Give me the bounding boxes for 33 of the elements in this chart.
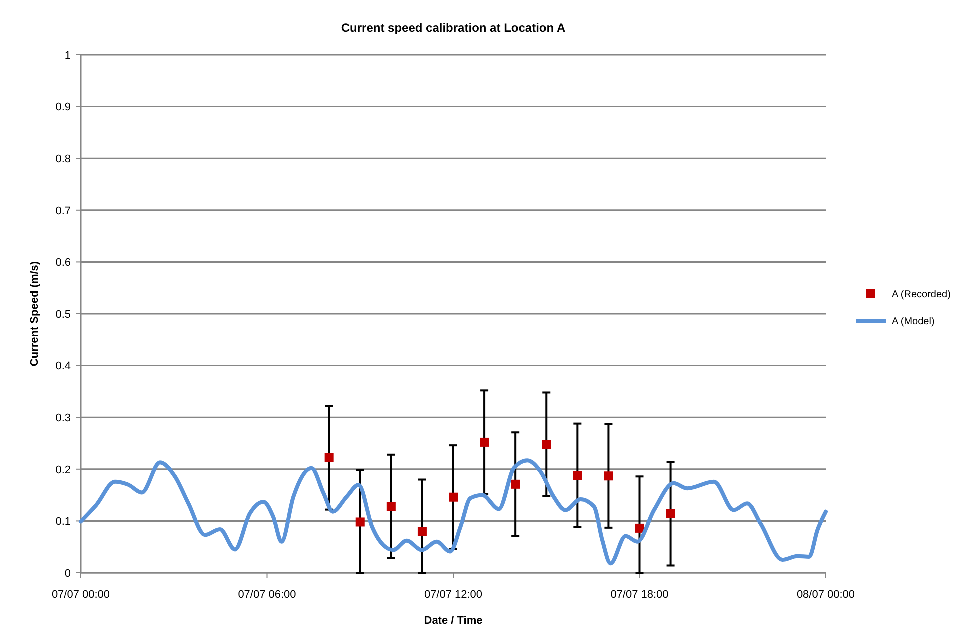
- x-tick-label: 07/07 12:00: [424, 589, 483, 601]
- point: [604, 472, 614, 481]
- point: [480, 438, 490, 447]
- y-tick-label: 0.2: [56, 464, 71, 476]
- point: [542, 440, 552, 450]
- point: [324, 454, 334, 463]
- x-tick-label: 07/07 00:00: [52, 589, 110, 601]
- y-tick-label: 0.8: [56, 153, 71, 166]
- x-axis-title: Date / Time: [424, 615, 483, 627]
- point: [418, 527, 427, 536]
- y-tick-label: 0.1: [56, 516, 71, 528]
- point: [573, 471, 582, 480]
- legend-label: A (Model): [892, 316, 935, 328]
- point: [449, 492, 458, 502]
- y-tick-label: 0.4: [56, 360, 71, 373]
- point: [356, 518, 365, 527]
- chart-title: Current speed calibration at Location A: [341, 21, 566, 35]
- x-tick-label: 07/07 06:00: [238, 589, 296, 601]
- y-tick-label: 0: [64, 568, 71, 580]
- point: [635, 524, 644, 533]
- x-tick-label: 07/07 18:00: [610, 589, 669, 601]
- y-tick-label: 0.5: [56, 308, 71, 321]
- y-tick-label: 0.7: [56, 205, 71, 218]
- point: [386, 502, 396, 512]
- legend-label: A (Recorded): [892, 290, 951, 300]
- y-tick-label: 0.3: [56, 412, 71, 424]
- y-axis-title: Current Speed (m/s): [29, 261, 41, 367]
- point: [511, 480, 520, 489]
- y-tick-label: 1: [64, 50, 71, 62]
- x-tick-label: 08/07 00:00: [796, 589, 856, 601]
- point: [666, 509, 676, 518]
- y-tick-label: 0.6: [56, 257, 71, 270]
- y-tick-label: 0.9: [56, 102, 71, 114]
